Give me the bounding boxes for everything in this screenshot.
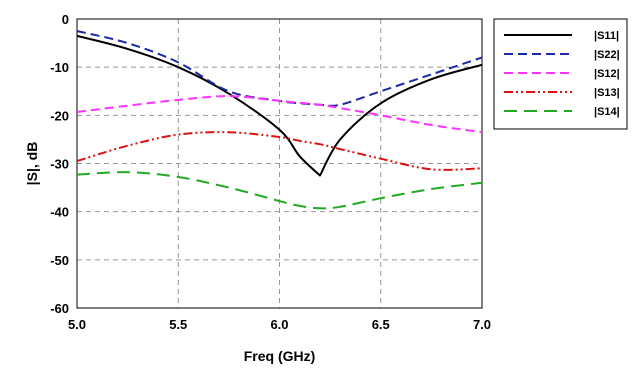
series-line-s13 <box>76 131 483 171</box>
legend-entry-label: |S13| <box>594 87 620 99</box>
legend-entry-label: |S11| <box>594 30 619 42</box>
y-tick-label: 0 <box>62 12 69 27</box>
y-axis-label: |S|, dB <box>24 142 40 186</box>
series-line-s14 <box>76 171 483 210</box>
y-tick-label: -20 <box>50 108 69 123</box>
y-tick-label: -50 <box>50 253 69 268</box>
y-tick-label: -10 <box>50 60 69 75</box>
legend: |S11| |S22| |S12| |S13| |S14| <box>493 18 628 130</box>
x-tick-label: 6.5 <box>372 317 390 332</box>
y-tick-label: -30 <box>50 157 69 172</box>
x-tick-label: 5.0 <box>68 317 86 332</box>
series-layer <box>76 30 483 210</box>
plot-frame <box>76 18 483 309</box>
x-tick-label: 6.0 <box>270 317 288 332</box>
y-tick-label: -40 <box>50 205 69 220</box>
legend-entry-label: |S22| <box>594 49 620 61</box>
x-tick-label: 5.5 <box>169 317 187 332</box>
series-line-s11 <box>76 34 483 177</box>
y-tick-label: -60 <box>50 301 69 316</box>
x-tick-label: 7.0 <box>473 317 491 332</box>
legend-entry-label: |S12| <box>594 68 620 80</box>
legend-entry-label: |S14| <box>594 106 620 118</box>
tick-labels: 5.0 5.5 6.0 6.5 7.0 0 -10 -20 -30 -40 -50 -60 <box>50 12 491 332</box>
series-line-s22 <box>76 30 483 107</box>
series-line-s12 <box>76 95 483 134</box>
x-axis-label: Freq (GHz) <box>244 348 316 364</box>
